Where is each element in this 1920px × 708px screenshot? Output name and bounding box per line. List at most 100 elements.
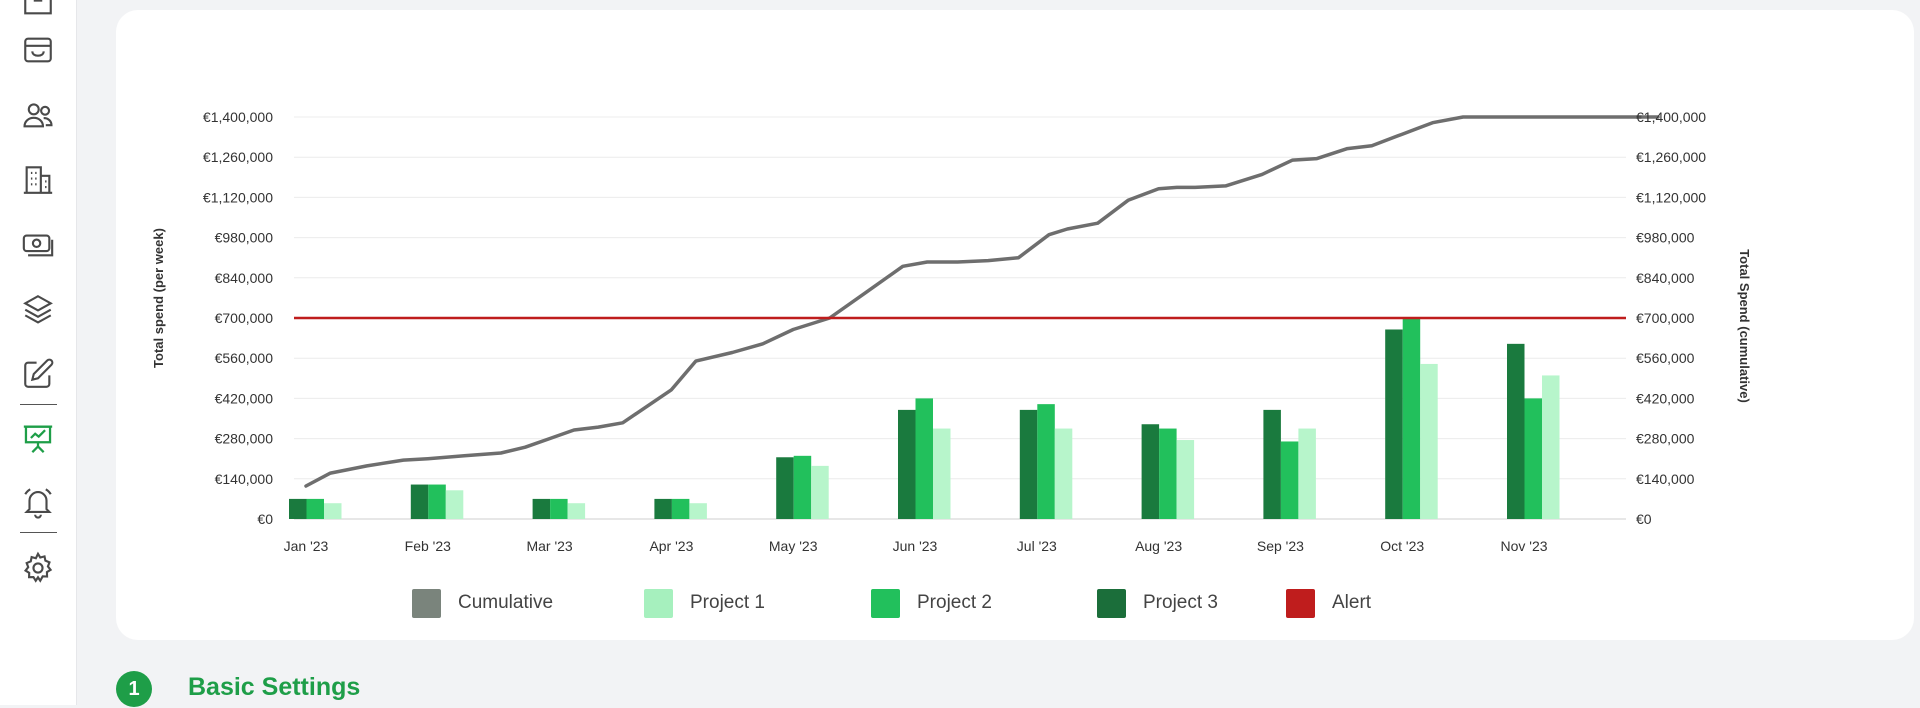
legend-swatch — [1097, 588, 1126, 618]
y-tick-label-left: €1,260,000 — [203, 149, 273, 165]
sidebar — [0, 0, 77, 705]
legend-label: Cumulative — [458, 592, 554, 613]
bar[interactable] — [776, 457, 794, 519]
chart-legend: Cumulative Project 1 Project 2 Project 3… — [412, 588, 1612, 618]
bar[interactable] — [1037, 404, 1055, 519]
bar[interactable] — [1298, 428, 1316, 519]
bar[interactable] — [567, 503, 586, 519]
bar[interactable] — [532, 498, 551, 519]
bar[interactable] — [1019, 409, 1038, 519]
legend-label: Project 3 — [1143, 592, 1218, 613]
y-tick-label-right: €140,000 — [1636, 471, 1695, 487]
nav-separator — [20, 404, 57, 405]
spend-chart: €0 €140,000 €280,000 €420,000 €560,000 €700,0… — [151, 109, 1752, 554]
bar[interactable] — [689, 503, 707, 519]
nav-item-payments[interactable] — [18, 224, 58, 264]
y-axis-left-title: Total spend (per week) — [151, 228, 166, 368]
x-tick-label: Mar '23 — [526, 538, 572, 554]
y-tick-label-left: €560,000 — [215, 350, 274, 366]
bar[interactable] — [1385, 329, 1403, 519]
building-icon — [23, 166, 53, 194]
y-tick-label-right: €420,000 — [1636, 390, 1695, 406]
y-tick-label-left: €700,000 — [215, 310, 274, 326]
legend-item-project-1[interactable]: Project 1 — [644, 588, 765, 618]
nav-item-box[interactable] — [18, 0, 58, 22]
gear-icon — [23, 551, 53, 583]
bar[interactable] — [671, 498, 690, 519]
nav-item-settings[interactable] — [18, 548, 58, 588]
nav-item-buildings[interactable] — [18, 160, 58, 200]
inbox-icon — [24, 37, 52, 63]
y-tick-label-right: €980,000 — [1636, 230, 1695, 246]
section-title[interactable]: Basic Settings — [188, 673, 361, 701]
bar[interactable] — [1176, 440, 1195, 519]
y-tick-label-left: €840,000 — [215, 270, 274, 286]
bar[interactable] — [410, 484, 429, 519]
nav-item-edit[interactable] — [18, 354, 58, 394]
bar[interactable] — [793, 455, 812, 519]
chart-card: €0 €140,000 €280,000 €420,000 €560,000 €700,0… — [116, 10, 1914, 640]
bar[interactable] — [289, 498, 307, 519]
edit-icon — [24, 358, 54, 388]
cumulative-line[interactable] — [304, 115, 1660, 488]
y-tick-label-right: €0 — [1636, 511, 1652, 527]
nav-item-notifications[interactable] — [18, 482, 58, 522]
bar[interactable] — [1507, 343, 1525, 519]
bar[interactable] — [654, 498, 672, 519]
bar[interactable] — [428, 484, 446, 519]
users-icon — [23, 103, 53, 128]
bar[interactable] — [1402, 318, 1421, 519]
bar[interactable] — [1159, 428, 1177, 519]
nav-separator — [20, 532, 57, 533]
step-number-badge: 1 — [116, 671, 152, 707]
bar[interactable] — [324, 503, 342, 519]
box-icon — [24, 0, 52, 15]
legend-swatch — [1286, 588, 1315, 618]
legend-item-project-2[interactable]: Project 2 — [871, 588, 992, 618]
legend-item-project-3[interactable]: Project 3 — [1097, 588, 1218, 618]
y-tick-label-left: €1,120,000 — [203, 189, 273, 205]
legend-label: Alert — [1332, 592, 1372, 613]
y-tick-label-right: €560,000 — [1636, 350, 1695, 366]
x-tick-label: Nov '23 — [1500, 538, 1547, 554]
bar[interactable] — [1524, 398, 1543, 519]
bar[interactable] — [933, 428, 951, 519]
y-tick-label-right: €840,000 — [1636, 270, 1695, 286]
layers-icon — [23, 295, 53, 324]
bar[interactable] — [811, 465, 829, 519]
legend-item-cumulative[interactable]: Cumulative — [412, 588, 553, 618]
x-tick-label: Sep '23 — [1257, 538, 1304, 554]
nav-item-inbox[interactable] — [18, 30, 58, 70]
presentation-chart-icon — [23, 425, 53, 453]
legend-swatch — [412, 588, 441, 618]
y-tick-label-left: €0 — [257, 511, 273, 527]
y-tick-label-right: €280,000 — [1636, 431, 1695, 447]
x-tick-label: Jan '23 — [284, 538, 329, 554]
bar[interactable] — [1420, 363, 1438, 519]
legend-swatch — [644, 588, 673, 618]
legend-item-alert[interactable]: Alert — [1286, 588, 1371, 618]
bar[interactable] — [1141, 424, 1160, 519]
x-tick-label: Oct '23 — [1380, 538, 1424, 554]
bell-icon — [24, 488, 52, 519]
x-tick-label: May '23 — [769, 538, 818, 554]
bar[interactable] — [915, 398, 934, 519]
y-tick-label-left: €980,000 — [215, 230, 274, 246]
y-tick-label-right: €1,400,000 — [1636, 109, 1706, 125]
y-tick-label-right: €1,260,000 — [1636, 149, 1706, 165]
bar[interactable] — [550, 498, 568, 519]
bar[interactable] — [1542, 375, 1560, 519]
x-tick-label: Jul '23 — [1017, 538, 1057, 554]
nav-item-users[interactable] — [18, 95, 58, 135]
bar[interactable] — [306, 498, 325, 519]
nav-item-layers[interactable] — [18, 289, 58, 329]
legend-label: Project 2 — [917, 592, 992, 613]
x-tick-label: Aug '23 — [1135, 538, 1182, 554]
bar[interactable] — [445, 490, 464, 519]
bar[interactable] — [1054, 428, 1073, 519]
bar[interactable] — [1280, 441, 1299, 519]
nav-item-reports[interactable] — [18, 418, 58, 458]
bar[interactable] — [1263, 409, 1281, 519]
bar[interactable] — [898, 409, 916, 519]
x-tick-label: Jun '23 — [893, 538, 938, 554]
